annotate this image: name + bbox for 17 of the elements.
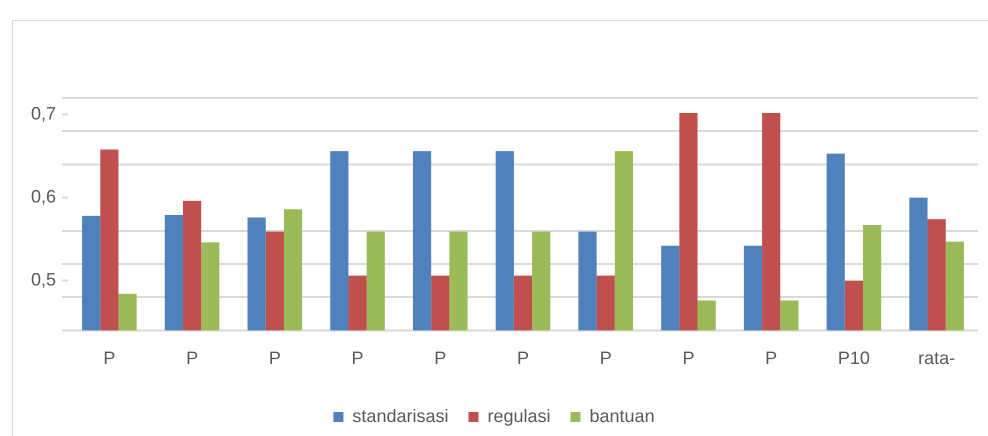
legend-label: regulasi	[487, 406, 551, 426]
x-tick-label: P	[765, 348, 778, 368]
legend-label: standarisasi	[352, 406, 448, 426]
x-tick-label: P	[268, 348, 281, 368]
y-tick-label: 0,5	[30, 270, 56, 290]
y-tick-label: 0,6	[30, 186, 56, 207]
x-tick-label: P	[600, 348, 612, 368]
x-tick-label: P	[352, 348, 364, 368]
x-tick-label: P	[682, 348, 694, 368]
x-tick-label: P10	[838, 348, 870, 368]
x-tick-label: P	[186, 348, 198, 368]
x-tick-label: P	[434, 348, 446, 368]
x-tick-label: rata-	[918, 348, 956, 368]
y-tick-label: 0,7	[30, 104, 56, 124]
x-tick-label: P	[516, 348, 530, 368]
x-tick-label: P	[103, 348, 116, 368]
legend-label: bantuan	[590, 406, 655, 426]
